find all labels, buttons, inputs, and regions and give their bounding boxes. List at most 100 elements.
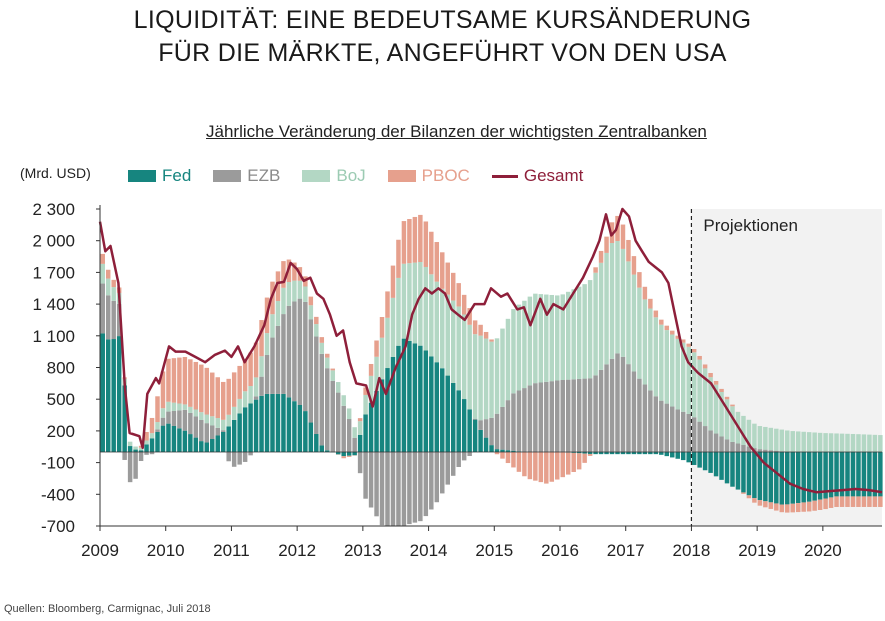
bar-ezb <box>220 430 226 432</box>
bar-ezb <box>193 416 199 438</box>
bar-pboc <box>806 501 812 512</box>
bar-fed <box>138 450 144 453</box>
bar-fed <box>719 452 724 480</box>
bar-boj <box>576 286 582 379</box>
bar-fed <box>122 385 127 453</box>
bar-ezb <box>330 380 335 453</box>
bar-pboc <box>719 388 724 393</box>
bar-ezb <box>385 452 390 526</box>
bar-boj <box>867 434 872 453</box>
bar-pboc <box>653 310 659 318</box>
bar-pboc <box>576 453 582 470</box>
bar-boj <box>314 324 319 337</box>
bar-ezb <box>615 353 620 453</box>
bar-ezb <box>270 337 275 394</box>
bar-boj <box>363 394 368 415</box>
bar-ezb <box>188 412 193 435</box>
bar-boj <box>483 338 489 420</box>
bar-boj <box>445 294 450 376</box>
bar-fed <box>237 413 242 453</box>
bar-boj <box>210 416 215 426</box>
bar-boj <box>456 306 461 391</box>
bar-pboc <box>593 267 598 273</box>
bar-fed <box>374 390 379 453</box>
bar-ezb <box>341 405 346 453</box>
bar-boj <box>418 262 423 346</box>
bar-pboc <box>188 359 193 407</box>
bar-fed <box>845 452 850 497</box>
bar-ezb <box>642 384 648 453</box>
bar-boj <box>549 294 555 382</box>
bar-pboc <box>281 261 286 288</box>
bar-fed <box>680 452 686 461</box>
bar-fed <box>303 411 308 453</box>
bar-boj <box>806 432 812 453</box>
bar-boj <box>872 434 878 453</box>
bar-fed <box>620 452 626 455</box>
bar-boj <box>763 426 768 450</box>
bar-pboc <box>177 357 182 404</box>
bar-fed <box>500 449 505 453</box>
bar-ezb <box>620 356 626 453</box>
bar-ezb <box>303 301 308 412</box>
bar-boj <box>434 281 440 363</box>
bar-fed <box>483 437 489 453</box>
bar-ezb <box>275 325 281 394</box>
bar-ezb <box>374 452 379 517</box>
legend-item-pboc: PBOC <box>387 166 470 186</box>
bar-pboc <box>231 372 237 407</box>
bar-boj <box>582 284 587 379</box>
bar-ezb <box>429 452 434 510</box>
bar-fed <box>160 425 166 453</box>
bar-ezb <box>576 378 582 453</box>
bar-boj <box>144 440 149 445</box>
bar-boj <box>522 300 527 389</box>
bar-ezb <box>555 380 560 453</box>
bar-pboc <box>752 498 757 503</box>
bar-pboc <box>461 294 467 315</box>
bar-ezb <box>538 382 544 453</box>
bar-ezb <box>319 353 325 446</box>
bar-ezb <box>418 452 423 522</box>
chart-subtitle: Jährliche Veränderung der Bilanzen der w… <box>206 122 707 141</box>
bar-boj <box>697 359 702 422</box>
bar-fed <box>626 452 631 455</box>
bar-fed <box>171 425 177 453</box>
bar-ezb <box>763 449 768 453</box>
bar-ezb <box>697 421 702 453</box>
bar-pboc <box>330 368 335 371</box>
bar-pboc <box>549 452 555 482</box>
bar-ezb <box>368 452 374 508</box>
x-tick-label: 2011 <box>213 541 250 560</box>
bar-fed <box>494 449 500 453</box>
bar-boj <box>752 423 757 449</box>
bar-boj <box>242 391 248 408</box>
bar-pboc <box>472 320 478 335</box>
bar-fed <box>396 345 401 453</box>
bar-pboc <box>385 291 390 318</box>
bar-boj <box>100 263 105 284</box>
bar-fed <box>850 452 856 497</box>
bar-boj <box>834 433 839 453</box>
bar-fed <box>834 452 839 497</box>
bar-boj <box>609 243 615 359</box>
bar-boj <box>555 295 560 381</box>
bar-pboc <box>100 253 105 264</box>
bar-ezb <box>155 429 160 432</box>
bar-fed <box>702 452 708 471</box>
bar-fed <box>204 442 210 453</box>
bar-boj <box>828 433 834 453</box>
bar-pboc <box>368 363 374 376</box>
bar-fed <box>735 452 741 490</box>
bar-pboc <box>423 221 429 267</box>
bar-fed <box>659 452 664 455</box>
bar-boj <box>571 289 576 380</box>
bar-fed <box>648 452 653 455</box>
legend-swatch-ezb <box>213 170 242 182</box>
bar-boj <box>768 427 774 451</box>
bar-boj <box>500 328 505 407</box>
bar-pboc <box>571 452 576 472</box>
bar-fed <box>100 333 105 453</box>
bar-boj <box>270 314 275 338</box>
bar-ezb <box>735 443 741 453</box>
